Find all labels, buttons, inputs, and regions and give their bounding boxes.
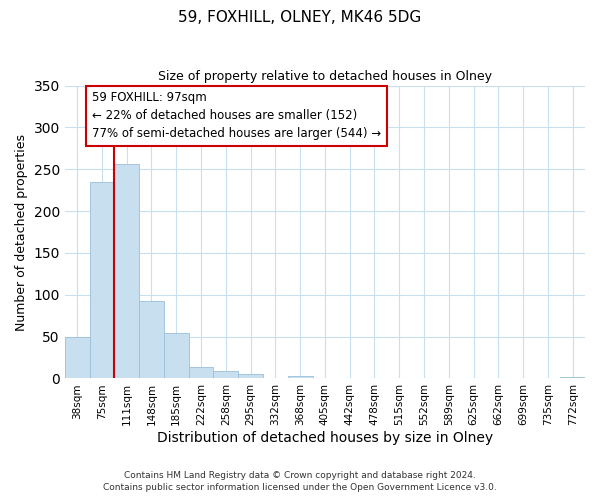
Bar — [288, 376, 313, 378]
X-axis label: Distribution of detached houses by size in Olney: Distribution of detached houses by size … — [157, 431, 493, 445]
Bar — [115, 164, 139, 378]
Bar — [188, 366, 214, 378]
Y-axis label: Number of detached properties: Number of detached properties — [15, 134, 28, 330]
Text: 59 FOXHILL: 97sqm
← 22% of detached houses are smaller (152)
77% of semi-detache: 59 FOXHILL: 97sqm ← 22% of detached hous… — [92, 92, 381, 140]
Bar — [238, 374, 263, 378]
Bar — [65, 338, 89, 378]
Bar — [560, 377, 585, 378]
Bar — [139, 300, 164, 378]
Bar — [89, 182, 115, 378]
Bar — [214, 371, 238, 378]
Title: Size of property relative to detached houses in Olney: Size of property relative to detached ho… — [158, 70, 492, 83]
Text: 59, FOXHILL, OLNEY, MK46 5DG: 59, FOXHILL, OLNEY, MK46 5DG — [178, 10, 422, 25]
Bar — [164, 334, 188, 378]
Text: Contains HM Land Registry data © Crown copyright and database right 2024.
Contai: Contains HM Land Registry data © Crown c… — [103, 471, 497, 492]
